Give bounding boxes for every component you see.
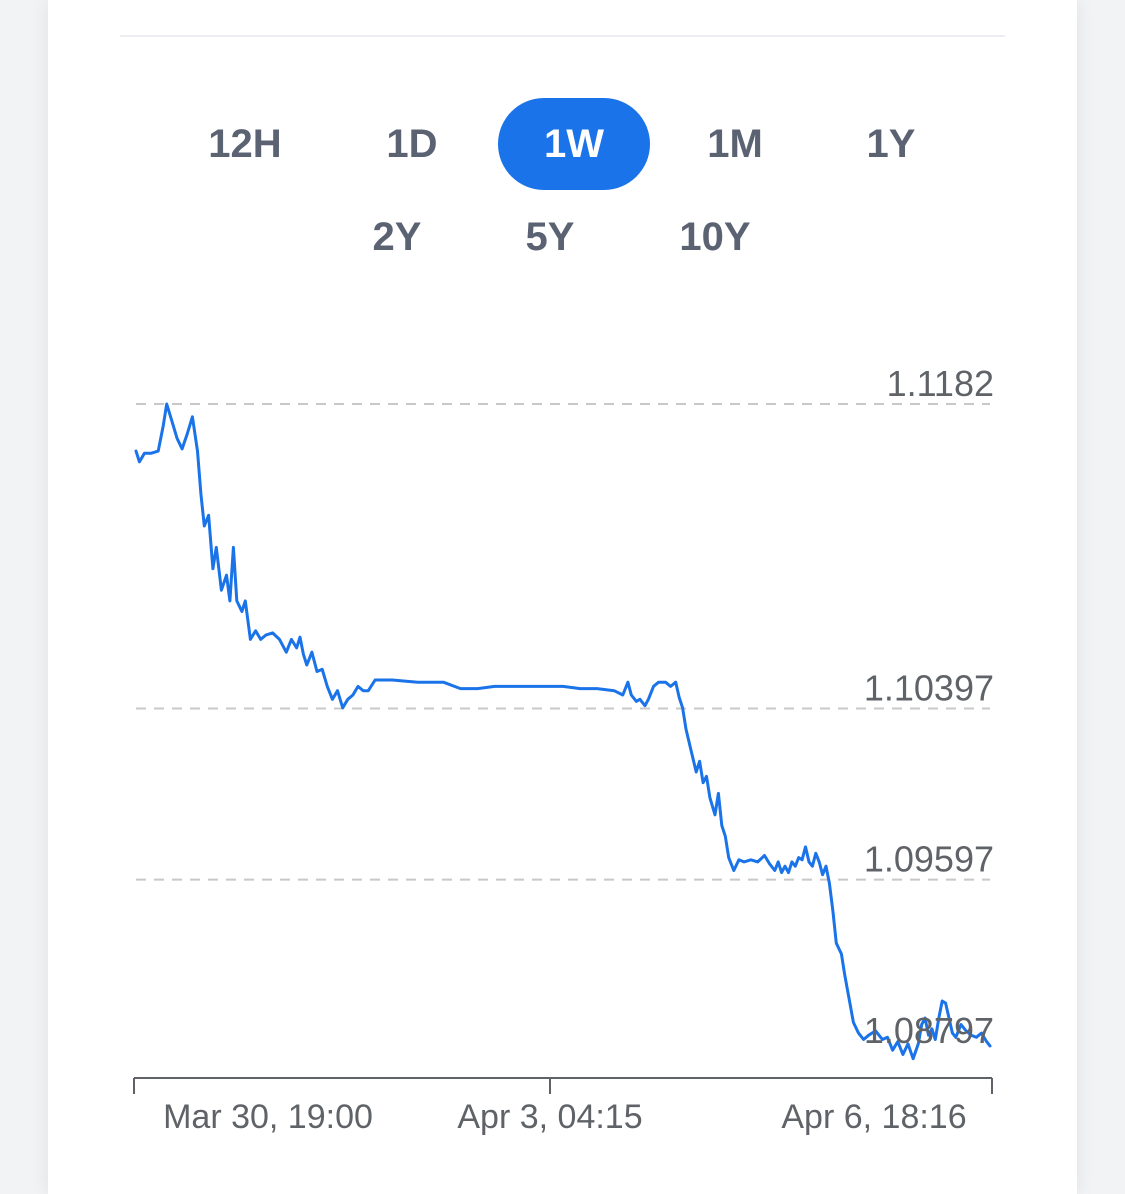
range-button-5y[interactable]: 5Y	[525, 215, 575, 259]
y-tick-label: 1.10397	[864, 667, 994, 708]
range-button-1w[interactable]: 1W	[498, 98, 650, 190]
range-button-2y[interactable]: 2Y	[372, 215, 422, 259]
divider	[120, 35, 1005, 37]
x-tick-label: Apr 6, 18:16	[781, 1098, 966, 1136]
range-button-10y[interactable]: 10Y	[679, 215, 751, 259]
range-button-1d[interactable]: 1D	[386, 122, 438, 166]
x-tick-label: Apr 3, 04:15	[457, 1098, 642, 1136]
range-button-1m[interactable]: 1M	[707, 122, 763, 166]
range-button-1y[interactable]: 1Y	[866, 122, 916, 166]
y-tick-label: 1.08797	[864, 1010, 994, 1051]
chart-card	[48, 0, 1077, 1194]
range-button-12h[interactable]: 12H	[208, 122, 282, 166]
series-line	[134, 402, 992, 1061]
y-tick-label: 1.09597	[864, 839, 994, 880]
x-tick-label: Mar 30, 19:00	[163, 1098, 373, 1136]
y-tick-label: 1.1182	[887, 363, 994, 404]
